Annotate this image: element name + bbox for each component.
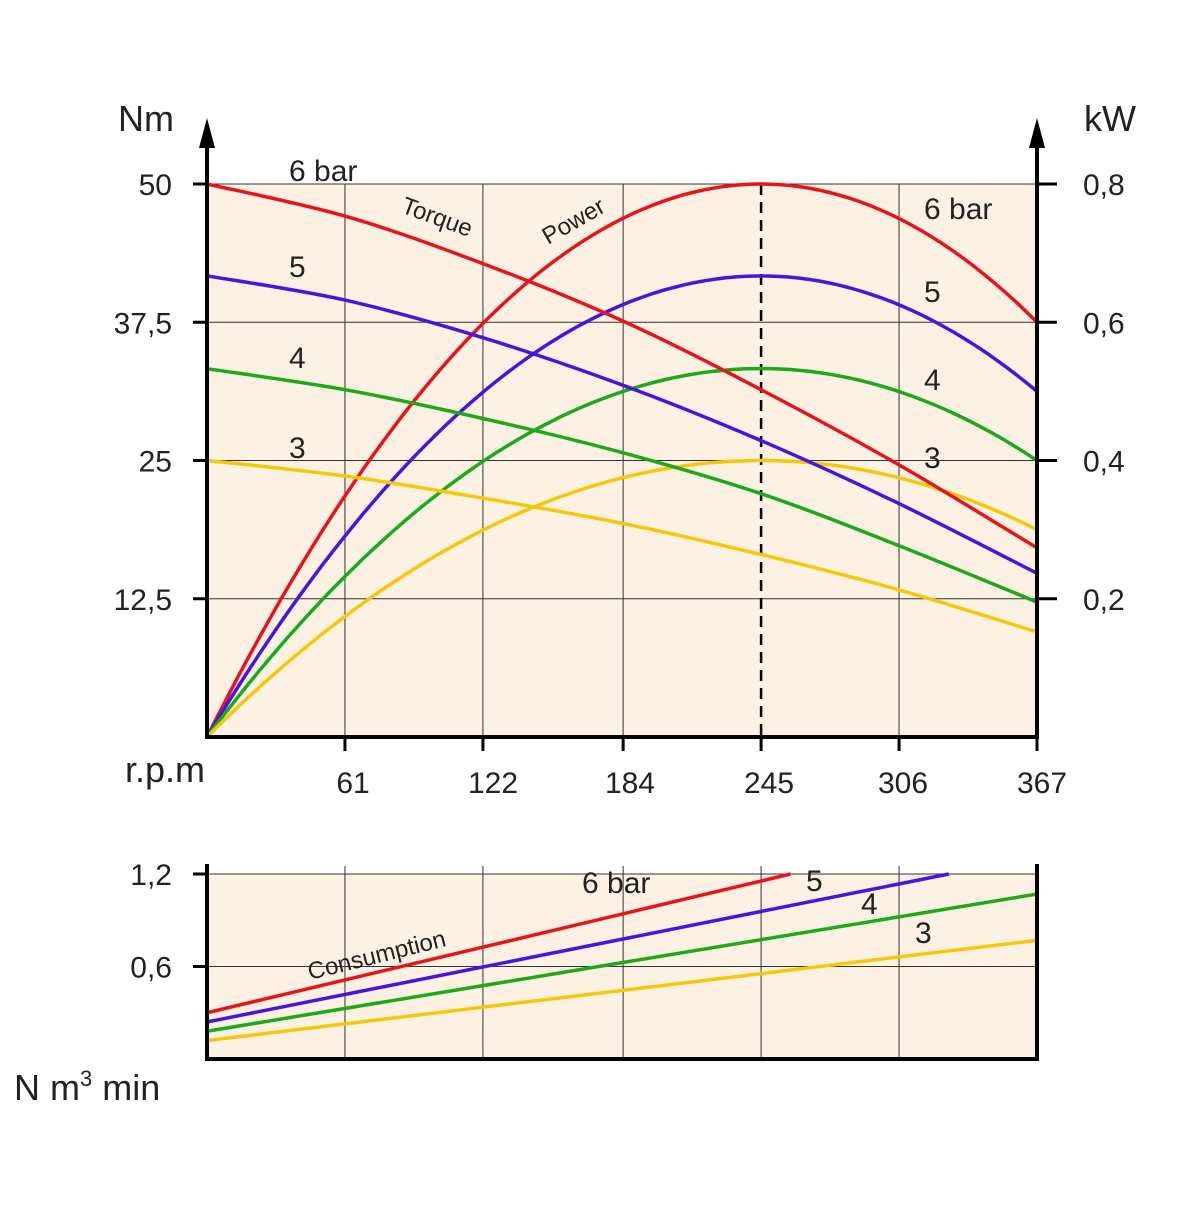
x-tick-label: 61: [336, 767, 369, 800]
torque-curve-5-bar: [206, 274, 1038, 575]
left-y-axis-arrow: [199, 118, 215, 148]
bottom-y-tick-label: 0,6: [130, 952, 172, 985]
x-tick-label: 367: [1017, 767, 1067, 800]
consumption-series-label: 4: [861, 888, 878, 921]
left-y-tick-label: 12,5: [114, 584, 172, 617]
x-axis-unit-label: r.p.m: [125, 749, 205, 790]
left-y-tick-label: 50: [139, 169, 172, 202]
right-y-tick-label: 0,6: [1083, 307, 1125, 340]
left-y-tick-label: 37,5: [114, 307, 172, 340]
x-tick-label: 245: [744, 767, 794, 800]
consumption-line-6-bar: [206, 872, 791, 1015]
consumption-line-3-bar: [206, 938, 1038, 1043]
power-series-label: 6 bar: [924, 193, 992, 226]
torque-curve-6-bar: [206, 182, 1038, 550]
right-y-tick-label: 0,4: [1083, 446, 1125, 479]
torque-series-label: 3: [289, 432, 306, 465]
torque-series-label: 6 bar: [289, 155, 357, 188]
consumption-line-5-bar: [206, 872, 950, 1024]
consumption-series-label: 3: [915, 917, 932, 950]
right-axis-unit-label: kW: [1084, 98, 1136, 139]
torque-series-label: 5: [289, 251, 306, 284]
consumption-line-4-bar: [206, 892, 1038, 1033]
power-curve-5-bar: [205, 274, 1039, 738]
consumption-series-label: 5: [806, 865, 823, 898]
consumption-series-label: 6 bar: [582, 867, 650, 900]
power-series-label: 3: [924, 442, 941, 475]
power-curve-4-bar: [205, 366, 1038, 739]
power-series-label: 5: [924, 276, 941, 309]
x-tick-label: 122: [468, 767, 518, 800]
left-y-tick-label: 25: [139, 446, 172, 479]
x-tick-label: 184: [605, 767, 655, 800]
x-tick-label: 306: [878, 767, 928, 800]
bottom-y-tick-label: 1,2: [130, 859, 172, 892]
right-y-tick-label: 0,8: [1083, 169, 1125, 202]
power-series-label: 4: [924, 364, 941, 397]
right-y-axis-arrow: [1029, 118, 1045, 148]
right-y-tick-label: 0,2: [1083, 584, 1125, 617]
power-curve-3-bar: [205, 458, 1038, 739]
consumption-unit-label: N m3 min: [14, 1066, 160, 1108]
torque-curve-3-bar: [206, 458, 1038, 634]
torque-series-label: 4: [289, 342, 306, 375]
torque-curve-4-bar: [206, 366, 1038, 604]
left-axis-unit-label: Nm: [118, 98, 174, 139]
power-curve-6-bar: [205, 182, 1039, 738]
